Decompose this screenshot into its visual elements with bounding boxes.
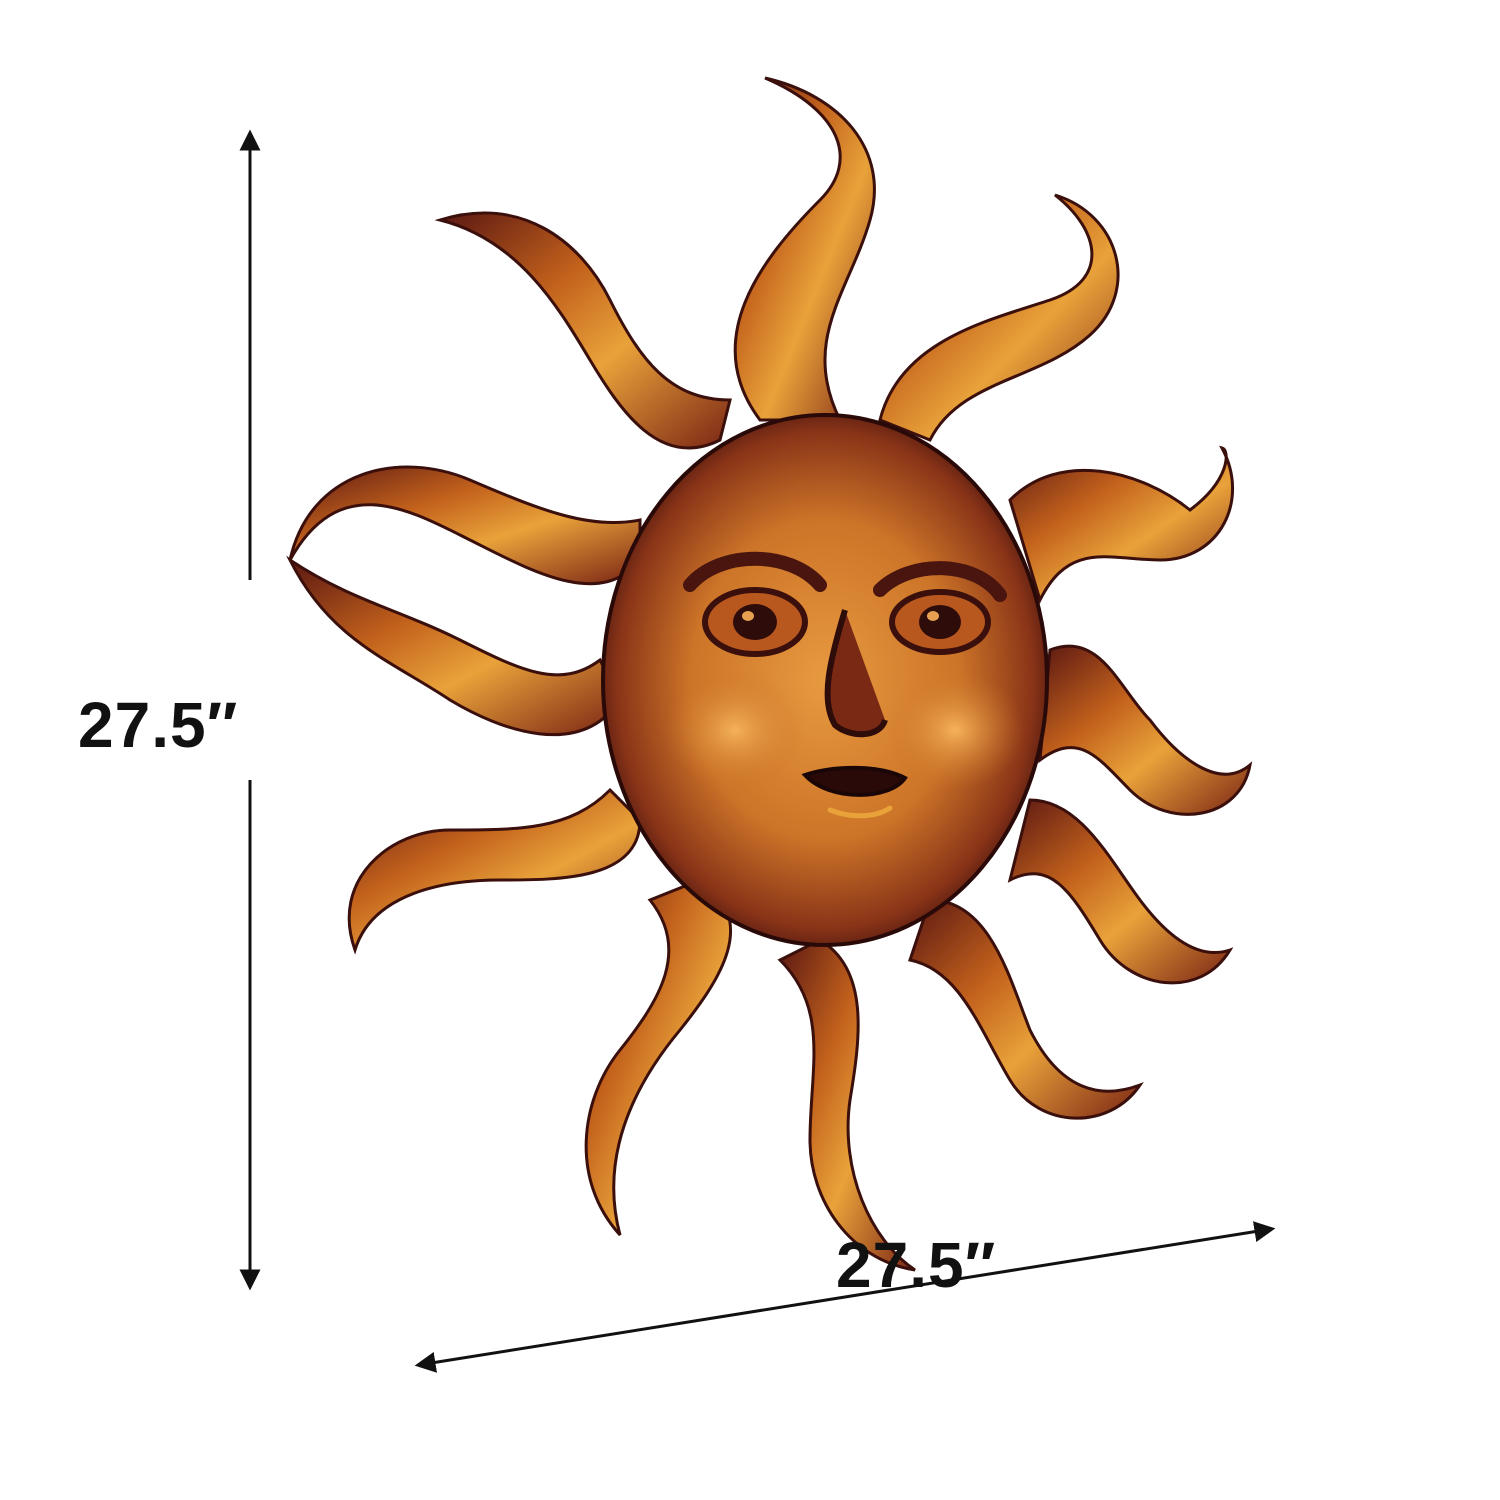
sun-face [601, 413, 1049, 947]
ray-top-left [434, 211, 732, 450]
ray-right [1038, 644, 1253, 816]
ray-bottom-left [584, 878, 732, 1237]
ray-left-upper [288, 465, 642, 586]
right-eye [889, 589, 991, 655]
left-brow [683, 551, 827, 592]
ray-top [733, 76, 876, 422]
ray-left [286, 555, 622, 737]
ray-bottom [777, 938, 916, 1272]
mouth [801, 765, 908, 797]
ray-right-lower [1007, 798, 1234, 985]
height-dimension-label: 27.5″ [78, 689, 239, 761]
ray-right-upper [1008, 445, 1234, 605]
right-brow [873, 561, 1007, 602]
ray-top-right [878, 193, 1120, 442]
width-arrow [414, 1221, 1276, 1373]
width-dimension-label: 27.5″ [836, 1229, 997, 1301]
ray-bottom-right [908, 898, 1144, 1120]
sun-rays [286, 76, 1253, 1272]
ray-left-lower [347, 787, 642, 955]
nose [824, 609, 888, 738]
left-eye [702, 587, 808, 657]
